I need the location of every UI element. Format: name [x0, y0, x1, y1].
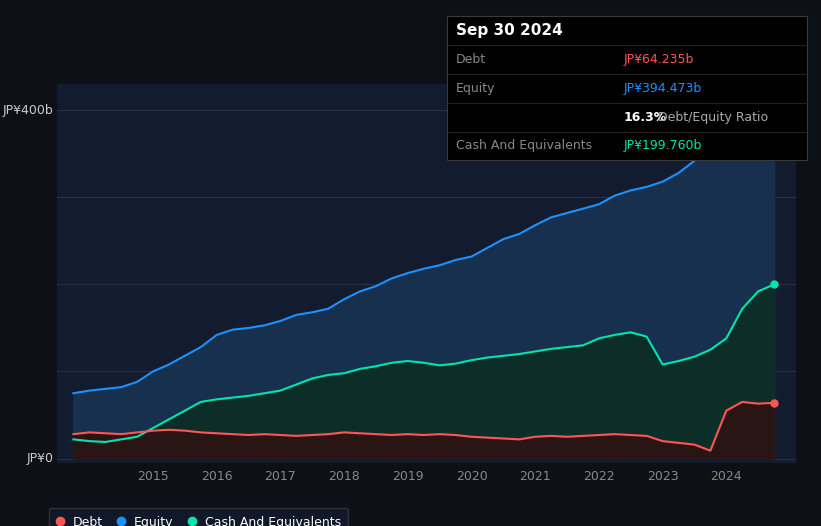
Text: JP¥400b: JP¥400b: [3, 104, 54, 117]
Text: JP¥199.760b: JP¥199.760b: [624, 139, 702, 153]
Legend: Debt, Equity, Cash And Equivalents: Debt, Equity, Cash And Equivalents: [49, 508, 348, 526]
Text: JP¥0: JP¥0: [27, 452, 54, 465]
Text: Debt: Debt: [456, 53, 486, 66]
Text: Sep 30 2024: Sep 30 2024: [456, 23, 562, 38]
Text: Debt/Equity Ratio: Debt/Equity Ratio: [658, 110, 768, 124]
Text: Cash And Equivalents: Cash And Equivalents: [456, 139, 592, 153]
Text: Equity: Equity: [456, 82, 495, 95]
Text: JP¥394.473b: JP¥394.473b: [624, 82, 702, 95]
Text: JP¥64.235b: JP¥64.235b: [624, 53, 695, 66]
Text: 16.3%: 16.3%: [624, 110, 667, 124]
